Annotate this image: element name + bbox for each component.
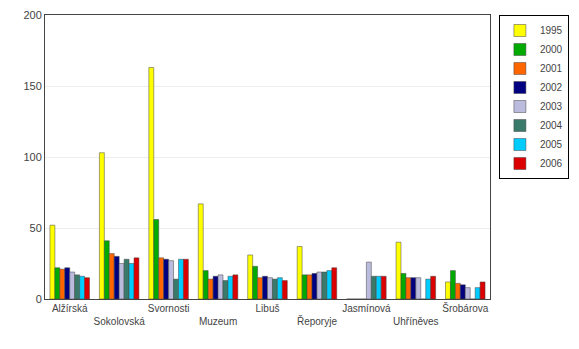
svg-text:Řeporyje: Řeporyje bbox=[297, 315, 337, 327]
svg-text:Uhříněves: Uhříněves bbox=[393, 316, 439, 327]
svg-text:2000: 2000 bbox=[540, 44, 563, 55]
svg-text:Jasmínová: Jasmínová bbox=[342, 303, 391, 314]
svg-text:Muzeum: Muzeum bbox=[199, 316, 237, 327]
svg-text:2006: 2006 bbox=[540, 158, 563, 169]
svg-text:2004: 2004 bbox=[540, 120, 563, 131]
svg-text:100: 100 bbox=[23, 151, 41, 163]
svg-text:Libuš: Libuš bbox=[256, 303, 280, 314]
svg-text:Sokolovská: Sokolovská bbox=[94, 316, 146, 327]
svg-text:200: 200 bbox=[23, 9, 41, 21]
svg-text:0: 0 bbox=[36, 293, 42, 305]
svg-text:Svornosti: Svornosti bbox=[148, 303, 190, 314]
svg-text:1995: 1995 bbox=[540, 25, 563, 36]
svg-text:2002: 2002 bbox=[540, 82, 563, 93]
svg-text:2005: 2005 bbox=[540, 139, 563, 150]
svg-text:Alžírská: Alžírská bbox=[52, 303, 88, 314]
svg-text:2003: 2003 bbox=[540, 101, 563, 112]
svg-text:150: 150 bbox=[23, 80, 41, 92]
svg-text:Šrobárova: Šrobárova bbox=[442, 302, 489, 314]
svg-text:2001: 2001 bbox=[540, 63, 563, 74]
svg-text:50: 50 bbox=[30, 222, 42, 234]
